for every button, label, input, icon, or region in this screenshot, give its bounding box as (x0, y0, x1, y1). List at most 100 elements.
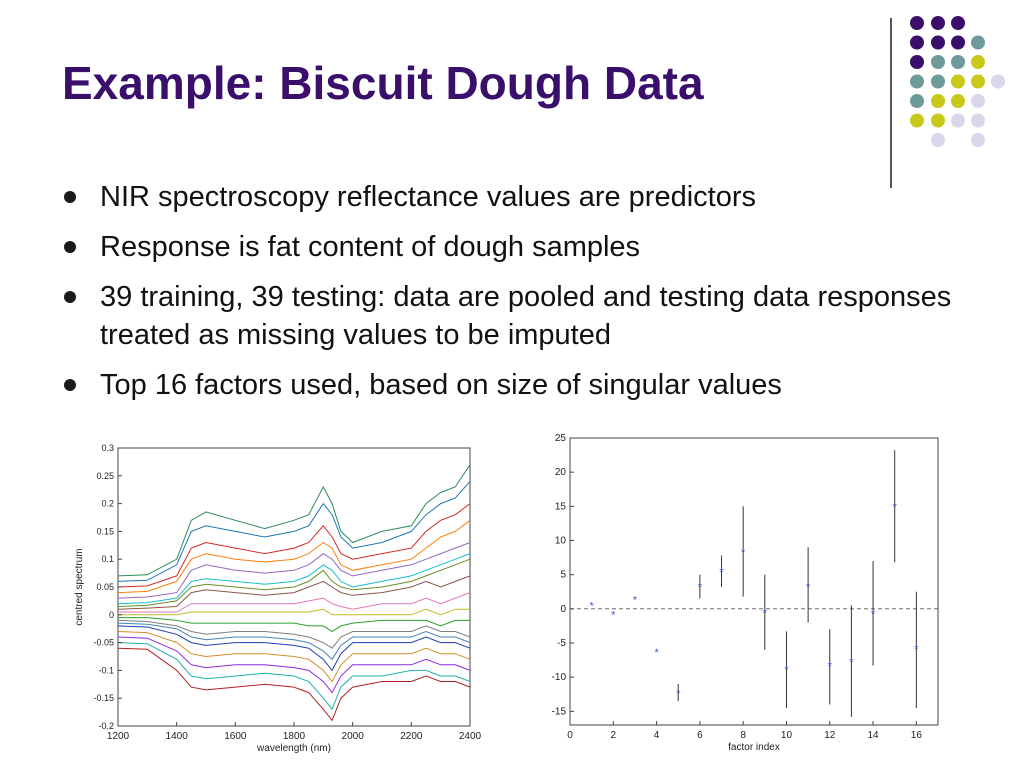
y-tick-label: 5 (560, 570, 566, 581)
x-tick-label: 14 (867, 730, 879, 741)
bullet-text: Top 16 factors used, based on size of si… (100, 369, 782, 401)
decorative-dot (951, 74, 965, 89)
y-tick-label: 0.2 (101, 499, 114, 509)
x-tick-label: 2200 (400, 731, 423, 742)
spectrum-series-line (117, 619, 471, 649)
data-point-marker: * (763, 607, 768, 619)
y-tick-label: -0.2 (98, 721, 114, 731)
spectrum-series-line (117, 519, 471, 594)
decorative-dot (931, 94, 945, 108)
y-tick-label: -0.15 (93, 693, 114, 703)
spectrum-series-line (117, 558, 471, 607)
spectrum-series-line (118, 608, 470, 616)
decorative-dot (910, 55, 924, 69)
decorative-dot (971, 133, 985, 147)
y-tick-label: 15 (555, 501, 567, 512)
y-tick-label: 0.1 (101, 554, 114, 564)
y-tick-label: -5 (557, 638, 566, 649)
decorative-dot (971, 74, 985, 89)
x-tick-label: 10 (781, 730, 793, 741)
bullet-icon (64, 191, 76, 203)
x-tick-label: 2000 (342, 731, 365, 742)
data-point-marker: * (611, 609, 616, 621)
bullet-icon (64, 291, 76, 303)
factor-scatter-chart: * * * * * * * * * * * * * * * * 0 2 4 6 8 10 12 14 16 25 20 15 10 5 0 -… (552, 433, 939, 753)
vertical-divider (890, 18, 892, 188)
decorative-dot (971, 35, 985, 50)
decorative-dot (910, 35, 924, 50)
decorative-dot (971, 94, 985, 108)
y-tick-label: 0 (560, 604, 566, 615)
y-axis-label: centred spectrum (74, 548, 85, 625)
spectrum-series-line (117, 553, 471, 605)
y-tick-label: 10 (555, 536, 567, 547)
slide-title: Example: Biscuit Dough Data (62, 57, 704, 109)
decorative-dot (910, 113, 924, 128)
spectrum-series-line (117, 481, 471, 582)
bullet-item: 39 training, 39 testing: data are pooled… (62, 278, 962, 354)
decorative-dot (951, 16, 965, 30)
decorative-dot (951, 113, 965, 128)
data-point-marker: * (806, 581, 811, 593)
y-tick-label: 20 (555, 467, 567, 478)
x-tick-label: 4 (654, 730, 660, 741)
spectrum-series-line (117, 622, 471, 661)
spectrum-series-line (117, 642, 471, 711)
x-tick-label: 1600 (224, 731, 247, 742)
y-tick-label: 0.05 (96, 582, 114, 592)
x-axis-label: wavelength (nm) (256, 743, 331, 754)
y-tick-label: -15 (552, 706, 567, 717)
x-tick-label: 1200 (107, 731, 130, 742)
x-tick-label: 2 (611, 730, 617, 741)
bullet-text: Response is fat content of dough samples (100, 231, 641, 263)
x-tick-label: 12 (824, 730, 836, 741)
y-tick-label: -0.05 (93, 638, 114, 648)
data-point-marker: * (784, 664, 789, 676)
spectrum-series-line (117, 625, 471, 672)
decorative-dot (931, 113, 945, 128)
data-point-marker: * (893, 501, 898, 513)
bullet-list: NIR spectroscopy reflectance values are … (62, 178, 962, 416)
spectrum-series-line (117, 575, 471, 610)
decorative-dot (931, 74, 945, 89)
decorative-dot (951, 55, 965, 69)
bullet-item: NIR spectroscopy reflectance values are … (62, 178, 962, 216)
decorative-dot (971, 113, 985, 128)
x-tick-label: 16 (911, 730, 923, 741)
data-point-marker: * (698, 581, 703, 593)
y-tick-label: -0.1 (98, 665, 114, 675)
decorative-dot (931, 55, 945, 69)
decorative-dot (910, 94, 924, 108)
y-tick-label: 0.3 (101, 443, 114, 453)
x-axis-label: factor index (728, 742, 780, 753)
bullet-text: 39 training, 39 testing: data are pooled… (100, 281, 952, 351)
data-point-marker: * (914, 643, 919, 655)
data-point-marker: * (871, 609, 876, 621)
spectrum-series-line (118, 592, 471, 613)
y-tick-label: 25 (555, 433, 567, 444)
data-point-marker: * (849, 656, 854, 668)
data-point-marker: * (676, 688, 681, 700)
data-point-marker: * (719, 566, 724, 578)
y-tick-label: 0.25 (96, 471, 114, 481)
plot-frame (569, 437, 939, 726)
spectrum-series-line (117, 636, 471, 694)
x-tick-label: 2400 (459, 731, 482, 742)
x-tick-label: 1400 (166, 731, 189, 742)
bullet-icon (64, 379, 76, 391)
decorative-dot (910, 74, 924, 89)
decorative-dot (991, 74, 1005, 89)
spectrum-series-line (117, 464, 471, 577)
decorative-dot (931, 35, 945, 50)
bullet-text: NIR spectroscopy reflectance values are … (100, 181, 757, 213)
data-point-marker: * (654, 647, 659, 659)
decorative-dot (931, 133, 945, 147)
spectra-line-chart: 1200 1400 1600 1800 2000 2200 2400 0.3 0.25 0.2 0.… (74, 443, 482, 754)
decorative-dot (931, 16, 945, 30)
spectrum-series-line (117, 631, 471, 683)
decorative-dot (971, 55, 985, 69)
decorative-dot (951, 94, 965, 108)
x-tick-label: 0 (567, 730, 573, 741)
bullet-item: Response is fat content of dough samples (62, 228, 962, 266)
data-point-marker: * (633, 594, 638, 606)
